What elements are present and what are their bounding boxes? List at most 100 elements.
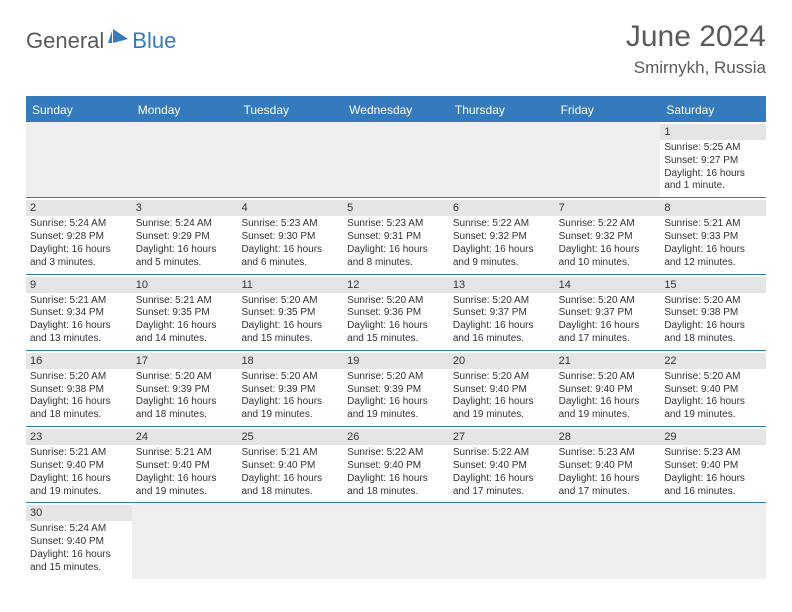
sunrise-text: Sunrise: 5:20 AM: [559, 295, 657, 308]
day-cell: 18Sunrise: 5:20 AMSunset: 9:39 PMDayligh…: [237, 351, 343, 426]
sunrise-text: Sunrise: 5:20 AM: [136, 371, 234, 384]
day-header: Monday: [132, 98, 238, 122]
daylight2-text: and 16 minutes.: [453, 333, 551, 346]
day-cell: 22Sunrise: 5:20 AMSunset: 9:40 PMDayligh…: [660, 351, 766, 426]
day-cell: 21Sunrise: 5:20 AMSunset: 9:40 PMDayligh…: [555, 351, 661, 426]
daylight1-text: Daylight: 16 hours: [453, 473, 551, 486]
day-cell: 29Sunrise: 5:23 AMSunset: 9:40 PMDayligh…: [660, 427, 766, 502]
date-number: 30: [26, 505, 132, 521]
logo-text-blue: Blue: [132, 28, 176, 54]
logo: General Blue: [26, 28, 176, 54]
daylight1-text: Daylight: 16 hours: [664, 473, 762, 486]
day-cell: 23Sunrise: 5:21 AMSunset: 9:40 PMDayligh…: [26, 427, 132, 502]
day-cell: 4Sunrise: 5:23 AMSunset: 9:30 PMDaylight…: [237, 198, 343, 273]
daylight2-text: and 15 minutes.: [30, 562, 128, 575]
day-cell: 12Sunrise: 5:20 AMSunset: 9:36 PMDayligh…: [343, 275, 449, 350]
daylight2-text: and 18 minutes.: [347, 486, 445, 499]
day-cell: 17Sunrise: 5:20 AMSunset: 9:39 PMDayligh…: [132, 351, 238, 426]
day-cell: 8Sunrise: 5:21 AMSunset: 9:33 PMDaylight…: [660, 198, 766, 273]
empty-cell: [660, 503, 766, 578]
daylight2-text: and 12 minutes.: [664, 257, 762, 270]
sunset-text: Sunset: 9:34 PM: [30, 307, 128, 320]
daylight1-text: Daylight: 16 hours: [453, 244, 551, 257]
sunset-text: Sunset: 9:40 PM: [241, 460, 339, 473]
daylight2-text: and 16 minutes.: [664, 486, 762, 499]
date-number: 24: [132, 429, 238, 445]
daylight2-text: and 9 minutes.: [453, 257, 551, 270]
sunset-text: Sunset: 9:35 PM: [136, 307, 234, 320]
day-cell: 19Sunrise: 5:20 AMSunset: 9:39 PMDayligh…: [343, 351, 449, 426]
empty-cell: [343, 503, 449, 578]
daylight2-text: and 18 minutes.: [664, 333, 762, 346]
daylight2-text: and 17 minutes.: [559, 486, 657, 499]
daylight1-text: Daylight: 16 hours: [136, 320, 234, 333]
sunset-text: Sunset: 9:39 PM: [241, 384, 339, 397]
day-cell: 30 Sunrise: 5:24 AMSunset: 9:40 PMDayligh…: [26, 503, 132, 578]
daylight2-text: and 19 minutes.: [559, 409, 657, 422]
day-cell: 14Sunrise: 5:20 AMSunset: 9:37 PMDayligh…: [555, 275, 661, 350]
sunset-text: Sunset: 9:38 PM: [30, 384, 128, 397]
daylight1-text: Daylight: 16 hours: [30, 549, 128, 562]
sunset-text: Sunset: 9:40 PM: [136, 460, 234, 473]
date-number: 13: [449, 277, 555, 293]
day-header: Wednesday: [343, 98, 449, 122]
date-number: 19: [343, 353, 449, 369]
daylight1-text: Daylight: 16 hours: [241, 396, 339, 409]
sunrise-text: Sunrise: 5:20 AM: [453, 295, 551, 308]
week-row: 1Sunrise: 5:25 AMSunset: 9:27 PMDaylight…: [26, 122, 766, 198]
sunset-text: Sunset: 9:40 PM: [559, 384, 657, 397]
sunrise-text: Sunrise: 5:20 AM: [241, 295, 339, 308]
date-number: 7: [555, 200, 661, 216]
sunset-text: Sunset: 9:40 PM: [453, 460, 551, 473]
title-block: June 2024 Smirnykh, Russia: [626, 20, 766, 78]
date-number: 11: [237, 277, 343, 293]
sunrise-text: Sunrise: 5:24 AM: [136, 218, 234, 231]
day-cell: 3Sunrise: 5:24 AMSunset: 9:29 PMDaylight…: [132, 198, 238, 273]
sunset-text: Sunset: 9:40 PM: [30, 460, 128, 473]
week-row: 16Sunrise: 5:20 AMSunset: 9:38 PMDayligh…: [26, 351, 766, 427]
day-cell: 7Sunrise: 5:22 AMSunset: 9:32 PMDaylight…: [555, 198, 661, 273]
date-number: 4: [237, 200, 343, 216]
week-row: 30 Sunrise: 5:24 AMSunset: 9:40 PMDayligh…: [26, 503, 766, 578]
daylight1-text: Daylight: 16 hours: [347, 473, 445, 486]
calendar: SundayMondayTuesdayWednesdayThursdayFrid…: [26, 96, 766, 579]
day-cell: 13Sunrise: 5:20 AMSunset: 9:37 PMDayligh…: [449, 275, 555, 350]
daylight1-text: Daylight: 16 hours: [664, 320, 762, 333]
daylight1-text: Daylight: 16 hours: [347, 244, 445, 257]
sunset-text: Sunset: 9:35 PM: [241, 307, 339, 320]
daylight2-text: and 10 minutes.: [559, 257, 657, 270]
day-cell: 2Sunrise: 5:24 AMSunset: 9:28 PMDaylight…: [26, 198, 132, 273]
sunset-text: Sunset: 9:29 PM: [136, 231, 234, 244]
date-number: 23: [26, 429, 132, 445]
day-header: Saturday: [660, 98, 766, 122]
empty-cell: [449, 122, 555, 197]
day-cell: 16Sunrise: 5:20 AMSunset: 9:38 PMDayligh…: [26, 351, 132, 426]
page-header: General Blue June 2024 Smirnykh, Russia: [26, 20, 766, 78]
daylight1-text: Daylight: 16 hours: [241, 320, 339, 333]
date-number: 26: [343, 429, 449, 445]
sunrise-text: Sunrise: 5:20 AM: [664, 295, 762, 308]
date-number: 2: [26, 200, 132, 216]
daylight1-text: Daylight: 16 hours: [241, 473, 339, 486]
empty-cell: [555, 122, 661, 197]
daylight1-text: Daylight: 16 hours: [559, 473, 657, 486]
sunrise-text: Sunrise: 5:23 AM: [347, 218, 445, 231]
date-number: 8: [660, 200, 766, 216]
sunrise-text: Sunrise: 5:21 AM: [136, 295, 234, 308]
daylight1-text: Daylight: 16 hours: [30, 396, 128, 409]
sunrise-text: Sunrise: 5:20 AM: [241, 371, 339, 384]
day-header: Thursday: [449, 98, 555, 122]
daylight2-text: and 15 minutes.: [347, 333, 445, 346]
daylight2-text: and 15 minutes.: [241, 333, 339, 346]
daylight1-text: Daylight: 16 hours: [559, 320, 657, 333]
sunset-text: Sunset: 9:40 PM: [30, 536, 128, 549]
day-cell: 24Sunrise: 5:21 AMSunset: 9:40 PMDayligh…: [132, 427, 238, 502]
sunset-text: Sunset: 9:37 PM: [453, 307, 551, 320]
sunrise-text: Sunrise: 5:21 AM: [136, 447, 234, 460]
date-number: 9: [26, 277, 132, 293]
sunrise-text: Sunrise: 5:24 AM: [30, 523, 128, 536]
daylight2-text: and 5 minutes.: [136, 257, 234, 270]
date-number: 29: [660, 429, 766, 445]
sunrise-text: Sunrise: 5:22 AM: [453, 447, 551, 460]
date-number: 16: [26, 353, 132, 369]
